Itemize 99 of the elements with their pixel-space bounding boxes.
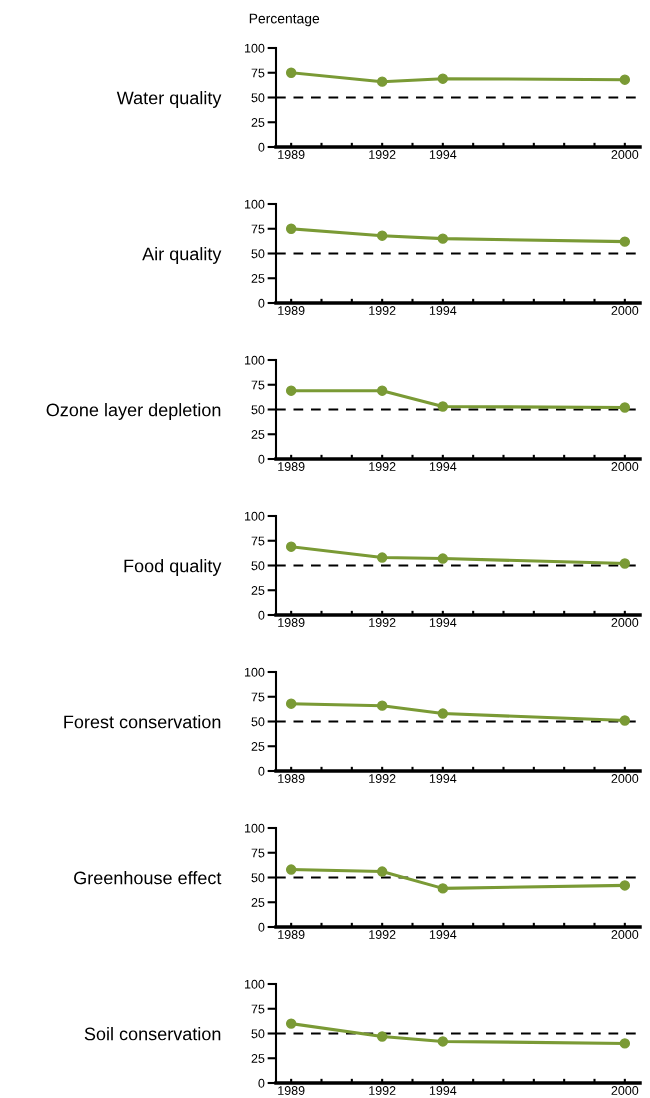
y-tick-label: 100 [244, 823, 265, 833]
point [437, 708, 449, 719]
point [437, 401, 449, 412]
y-tick-label: 75 [251, 380, 265, 390]
point [376, 700, 388, 711]
y-tick-label: 50 [251, 93, 265, 103]
x-tick-label: 1994 [429, 150, 457, 159]
x-tick-label: 1992 [369, 930, 396, 939]
x-tick-label: 2000 [611, 930, 639, 939]
y-tick-label: 75 [251, 68, 265, 78]
text: Food quality [124, 559, 222, 576]
y-tick-label: 100 [244, 511, 265, 521]
y-tick-label: 50 [251, 873, 265, 883]
x-tick-label: 1994 [429, 462, 457, 471]
point [376, 552, 388, 563]
point [285, 1018, 297, 1029]
point [285, 541, 297, 552]
point [376, 1031, 388, 1042]
point [285, 385, 297, 396]
point [619, 715, 631, 726]
point [619, 236, 631, 247]
point [619, 1038, 631, 1049]
point [437, 883, 449, 894]
point [619, 74, 631, 85]
y-tick-label: 75 [251, 224, 265, 234]
y-tick-label: 75 [251, 536, 265, 546]
x-tick-label: 1989 [278, 618, 305, 627]
x-tick-label: 1989 [278, 150, 305, 159]
y-tick-label: 25 [251, 274, 265, 283]
y-tick-label: 25 [251, 898, 265, 907]
y-tick-label: 0 [258, 454, 265, 464]
x-tick-label: 1994 [429, 930, 457, 939]
x-tick-label: 1992 [369, 306, 396, 315]
point [619, 402, 631, 413]
y-tick-label: 100 [244, 43, 265, 53]
x-tick-label: 1992 [369, 774, 396, 783]
x-tick-label: 1992 [369, 1086, 396, 1095]
x-tick-label: 1992 [369, 462, 396, 471]
point [437, 553, 449, 564]
text: Greenhouse effect [74, 871, 222, 885]
x-tick-label: 1989 [278, 774, 305, 783]
y-tick-label: 100 [244, 199, 265, 209]
y-tick-label: 25 [251, 430, 265, 439]
y-tick-label: 100 [244, 979, 265, 989]
x-tick-label: 1992 [369, 150, 396, 159]
point [376, 76, 388, 87]
x-tick-label: 2000 [611, 774, 639, 783]
point [376, 866, 388, 877]
point [437, 73, 449, 84]
text: Forest conservation [64, 715, 221, 729]
y-tick-label: 25 [251, 586, 265, 595]
x-tick-label: 1989 [278, 462, 305, 471]
y-tick-label: 50 [251, 717, 265, 727]
text: Soil conservation [84, 1027, 221, 1041]
point [619, 558, 631, 569]
point [376, 385, 388, 396]
y-tick-label: 0 [258, 298, 265, 308]
y-tick-label: 50 [251, 1029, 265, 1039]
x-tick-label: 1994 [429, 1086, 457, 1095]
x-tick-label: 1989 [278, 306, 305, 315]
point [285, 223, 297, 234]
y-tick-label: 25 [251, 1054, 265, 1063]
y-tick-label: 75 [251, 1004, 265, 1014]
text: Ozone layer depletion [46, 403, 221, 420]
y-tick-label: 0 [258, 922, 265, 932]
y-tick-label: 50 [251, 249, 265, 259]
x-tick-label: 1994 [429, 306, 457, 315]
x-tick-label: 1994 [429, 774, 457, 783]
x-tick-label: 2000 [611, 618, 639, 627]
x-tick-label: 2000 [611, 1086, 639, 1095]
y-tick-label: 0 [258, 610, 265, 620]
x-tick-label: 2000 [611, 150, 639, 159]
y-axis-title: Percentage [249, 13, 320, 27]
x-tick-label: 2000 [611, 306, 639, 315]
y-tick-label: 75 [251, 692, 265, 702]
y-tick-label: 0 [258, 766, 265, 776]
y-tick-label: 25 [251, 742, 265, 751]
y-tick-label: 0 [258, 142, 265, 152]
x-tick-label: 1989 [278, 1086, 305, 1095]
y-tick-label: 0 [258, 1078, 265, 1088]
x-tick-label: 2000 [611, 462, 639, 471]
point [437, 233, 449, 244]
point [285, 864, 297, 875]
y-tick-label: 50 [251, 405, 265, 415]
y-tick-label: 100 [244, 667, 265, 677]
text: Air quality [142, 247, 222, 264]
point [285, 698, 297, 709]
point [376, 230, 388, 241]
y-tick-label: 75 [251, 848, 265, 858]
text: Water quality [116, 91, 222, 108]
point [619, 880, 631, 891]
x-tick-label: 1989 [278, 930, 305, 939]
x-tick-label: 1994 [429, 618, 457, 627]
x-tick-label: 1992 [369, 618, 396, 627]
point [437, 1036, 449, 1047]
y-tick-label: 25 [251, 118, 265, 127]
point [285, 67, 297, 78]
y-tick-label: 100 [244, 355, 265, 365]
y-tick-label: 50 [251, 561, 265, 571]
